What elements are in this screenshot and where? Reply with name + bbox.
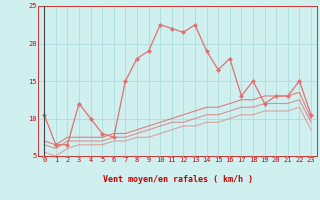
X-axis label: Vent moyen/en rafales ( km/h ): Vent moyen/en rafales ( km/h )	[103, 174, 252, 184]
